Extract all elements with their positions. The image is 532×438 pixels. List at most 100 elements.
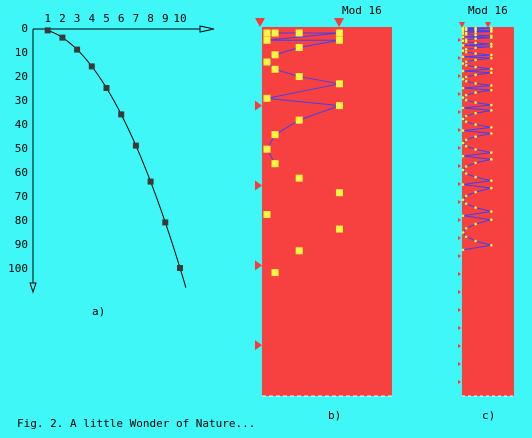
yellow-square [263,36,271,44]
data-point [88,63,95,70]
yellow-square [335,189,343,197]
yellow-dot [464,235,468,239]
yellow-square [263,58,271,66]
red-triangle-icon [255,260,262,271]
grid-squares [263,29,343,277]
panel-b-background [262,27,392,396]
red-triangle-icon [458,146,461,150]
red-triangle-icon [458,344,461,348]
yellow-dot [461,154,465,158]
yellow-dot [464,114,468,118]
data-points [44,27,183,271]
top-marker-icon [334,18,344,27]
yellow-dot [490,210,493,213]
yellow-dot [461,69,465,73]
yellow-square [263,94,271,102]
yellow-dot [464,50,468,54]
data-point [44,27,51,34]
yellow-dot [490,27,493,30]
data-point [74,46,81,53]
panel-b-graph: Mod 16 b) [255,4,392,422]
panel-c-label: c) [482,409,495,422]
yellow-dot [461,231,465,234]
yellow-square [295,29,303,37]
side-marker-group [458,38,461,384]
yellow-dot [461,49,465,53]
red-triangle-icon [458,92,461,96]
y-tick-label: 50 [15,142,28,155]
yellow-dot [461,214,465,218]
y-tick-label: 40 [15,118,28,131]
panel-c-title: Mod 16 [468,4,508,17]
yellow-dot [461,96,465,99]
red-triangle-icon [255,340,262,351]
yellow-dot [464,93,468,97]
yellow-dot [474,37,477,40]
red-triangle-icon [458,164,461,168]
y-tick-label: 80 [15,214,28,227]
x-tick-label: 6 [118,12,125,25]
yellow-dot [490,243,493,247]
panel-c-graph: Mod 16 c) [458,4,514,422]
y-tick-label: 10 [15,46,28,59]
red-triangle-icon [458,56,461,60]
yellow-dot [474,58,477,62]
yellow-dot [474,41,477,45]
top-marker-icon [459,22,465,28]
yellow-dot [474,28,477,32]
panel-a-graph: 1 2 3 4 5 6 7 8 9 10 0 10 20 30 40 50 60 70 80 90 100 a) [8,12,215,318]
yellow-dot [474,82,477,85]
red-triangle-icon [458,362,461,366]
red-triangle-icon [255,180,262,191]
yellow-square [335,36,343,44]
x-tick-label: 8 [147,12,154,25]
yellow-dot [464,165,468,168]
yellow-dot [474,65,477,69]
yellow-dot [490,67,493,71]
y-tick-label: 0 [21,22,28,35]
red-triangle-icon [458,218,461,222]
red-triangle-icon [458,200,461,204]
yellow-dot [490,132,493,135]
yellow-dot [464,202,468,206]
panel-b-label: b) [328,409,341,422]
y-axis-arrow-icon [29,282,37,294]
yellow-dot [490,103,493,107]
yellow-dot [490,84,493,87]
panel-a-label: a) [92,305,105,318]
yellow-dot [490,42,493,46]
yellow-dot [464,60,468,64]
parabola-curve [47,29,187,288]
x-tick-label: 5 [103,12,110,25]
yellow-dot [490,30,493,33]
yellow-dot [474,148,477,151]
yellow-dot [461,29,465,33]
yellow-dot [464,120,468,124]
yellow-square [335,80,343,88]
yellow-dot [474,123,477,126]
red-triangle-icon [458,128,461,132]
x-tick-label: 2 [59,12,66,25]
x-tick-labels: 1 2 3 4 5 6 7 8 9 10 [44,12,186,25]
yellow-dot [490,88,493,92]
yellow-square [295,116,303,124]
yellow-dot [474,190,477,194]
yellow-dot [461,32,465,35]
x-tick-label: 4 [88,12,95,25]
yellow-dot [474,91,477,94]
yellow-dot [474,175,477,179]
yellow-dot [490,126,493,129]
yellow-dot [490,186,493,190]
red-triangle-icon [458,326,461,330]
yellow-dot [464,40,468,44]
yellow-dot [464,144,468,148]
yellow-dot [464,138,468,142]
yellow-dot [464,79,468,83]
yellow-square [335,225,343,233]
yellow-dot [461,248,465,252]
yellow-dot [461,86,465,90]
yellow-dot [464,172,468,175]
x-axis-arrow-icon [199,25,215,33]
y-tick-labels: 0 10 20 30 40 50 60 70 80 90 100 [8,22,28,275]
